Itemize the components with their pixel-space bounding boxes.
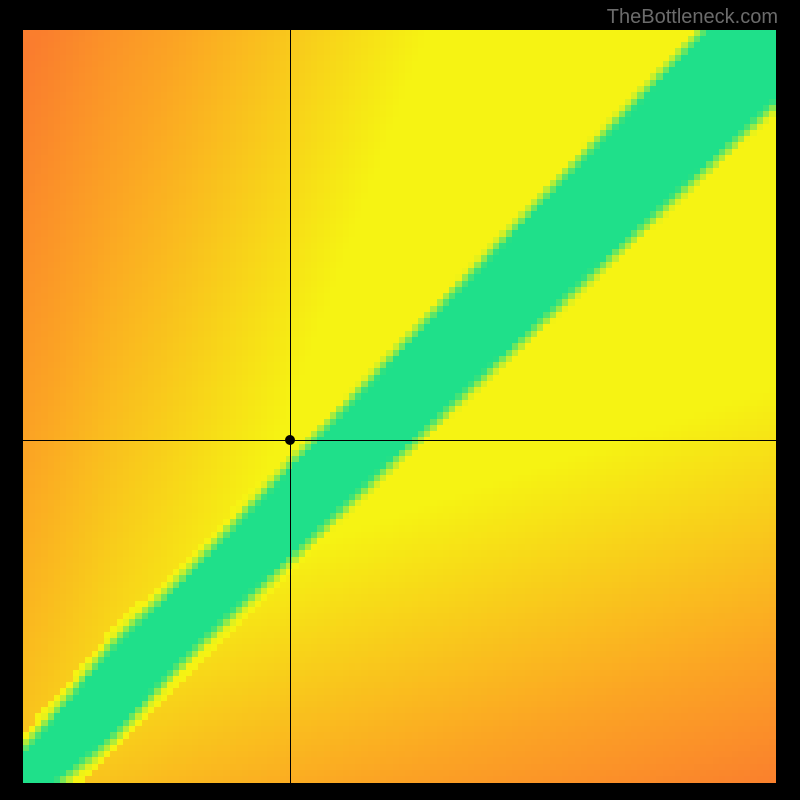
crosshair-horizontal (23, 440, 776, 441)
bottleneck-heatmap (23, 30, 776, 783)
crosshair-vertical (290, 30, 291, 783)
watermark-text: TheBottleneck.com (607, 6, 778, 29)
